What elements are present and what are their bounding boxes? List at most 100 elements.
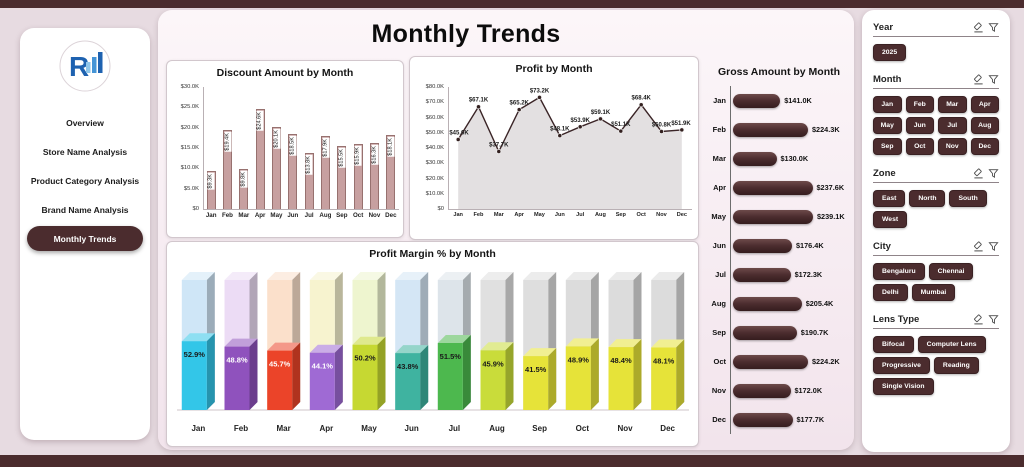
gross-bar[interactable] (733, 93, 781, 108)
x-axis-label: Aug (595, 212, 606, 218)
discount-bar[interactable]: $9.8K (239, 169, 249, 209)
slicer-option-jan[interactable]: Jan (873, 96, 902, 113)
gross-bar[interactable] (733, 267, 791, 282)
margin-bar[interactable] (309, 344, 343, 410)
sidebar-item-overview[interactable]: Overview (66, 117, 104, 128)
slicer-option-oct[interactable]: Oct (905, 138, 934, 155)
profit-point[interactable] (557, 133, 563, 139)
filter-icon[interactable] (988, 74, 999, 85)
gross-bar[interactable] (733, 180, 813, 195)
filter-icon[interactable] (988, 22, 999, 33)
y-axis-label: $30.0K (425, 160, 444, 167)
sidebar-item-store-name-analysis[interactable]: Store Name Analysis (42, 146, 128, 157)
gross-bar[interactable] (733, 209, 813, 224)
discount-bar[interactable]: $18.1K (386, 135, 396, 209)
gross-bar[interactable] (733, 325, 797, 340)
margin-bar[interactable] (565, 338, 599, 410)
clear-selections-icon[interactable] (973, 168, 984, 179)
gross-month-label: Apr (713, 183, 726, 192)
slicer-option-aug[interactable]: Aug (970, 117, 999, 134)
discount-bar[interactable]: $19.4K (223, 130, 232, 209)
profit-point[interactable] (476, 104, 481, 110)
slicer-option-jun[interactable]: Jun (905, 117, 934, 134)
slicer-option-progressive[interactable]: Progressive (873, 357, 930, 374)
slicer-option-bifocal[interactable]: Bifocal (873, 336, 914, 353)
gross-bar[interactable] (733, 122, 808, 137)
discount-bar[interactable]: $15.5K (337, 146, 347, 209)
discount-bar[interactable]: $16.3K (370, 142, 379, 209)
gross-bar[interactable] (733, 383, 791, 398)
gross-bar[interactable] (733, 238, 792, 253)
margin-bar[interactable] (523, 348, 557, 410)
discount-bar[interactable]: $15.9K (353, 144, 363, 209)
profit-point[interactable] (455, 137, 461, 142)
margin-bar[interactable] (480, 342, 514, 410)
margin-bar[interactable] (651, 339, 685, 411)
sidebar-nav: Overview Store Name Analysis Product Categ… (20, 108, 150, 251)
profit-point[interactable] (577, 124, 583, 130)
gross-row: Nov $172.0K (706, 376, 852, 405)
discount-bar[interactable]: $20.1K (272, 127, 281, 209)
slicer-option-north[interactable]: North (909, 190, 946, 207)
slicer-option-feb[interactable]: Feb (905, 96, 934, 113)
profit-point[interactable] (516, 107, 522, 113)
sidebar-item-monthly-trends[interactable]: Monthly Trends (27, 226, 143, 251)
clear-selections-icon[interactable] (973, 74, 984, 85)
slicer-title-month: Month (873, 74, 902, 85)
discount-bar[interactable]: $17.9K (321, 136, 330, 209)
slicer-option-south[interactable]: South (949, 190, 987, 207)
filter-icon[interactable] (988, 314, 999, 325)
slicer-option-mumbai[interactable]: Mumbai (911, 284, 956, 301)
profit-point[interactable] (496, 149, 502, 154)
discount-bar[interactable]: $9.3K (206, 171, 216, 209)
margin-bar[interactable] (608, 339, 642, 410)
slicer-option-nov[interactable]: Nov (938, 138, 967, 155)
slicer-option-computer-lens[interactable]: Computer Lens (917, 336, 986, 353)
slicer-option-mar[interactable]: Mar (938, 96, 967, 113)
profit-point[interactable] (618, 128, 624, 134)
slicer-option-2025[interactable]: 2025 (873, 44, 907, 61)
discount-bar[interactable]: $13.8K (304, 152, 314, 209)
x-axis-label: Mar (493, 212, 504, 218)
discount-bar[interactable]: $24.6K (255, 109, 265, 209)
sidebar-item-brand-name-analysis[interactable]: Brand Name Analysis (41, 204, 129, 215)
gross-bar[interactable] (733, 296, 802, 311)
margin-bar[interactable] (395, 345, 429, 410)
gross-month-label: Nov (711, 386, 726, 395)
slicer-option-west[interactable]: West (873, 211, 908, 228)
clear-selections-icon[interactable] (973, 314, 984, 325)
profit-point[interactable] (659, 129, 664, 134)
margin-bar[interactable] (181, 333, 215, 410)
profit-value-label: $45.6K (449, 131, 469, 137)
margin-bar[interactable] (224, 338, 258, 410)
gross-bar[interactable] (733, 151, 777, 166)
discount-bar[interactable]: $18.5K (288, 133, 298, 209)
gross-bar[interactable] (733, 412, 793, 427)
slicer-option-chennai[interactable]: Chennai (928, 263, 974, 280)
gross-value-label: $177.7K (796, 415, 825, 424)
clear-selections-icon[interactable] (973, 241, 984, 252)
filter-icon[interactable] (988, 168, 999, 179)
profit-point[interactable] (537, 94, 542, 100)
slicer-option-may[interactable]: May (873, 117, 902, 134)
slicer-option-jul[interactable]: Jul (938, 117, 967, 134)
profit-value-label: $37.7K (489, 143, 509, 149)
profit-point[interactable] (638, 102, 644, 108)
slicer-option-single-vision[interactable]: Single Vision (873, 378, 934, 395)
margin-bar[interactable] (352, 336, 386, 410)
slicer-option-bengaluru[interactable]: Bengaluru (873, 263, 925, 280)
margin-bar[interactable] (437, 335, 471, 410)
slicer-option-reading[interactable]: Reading (933, 357, 979, 374)
slicer-option-sep[interactable]: Sep (873, 138, 902, 155)
slicer-option-dec[interactable]: Dec (970, 138, 999, 155)
filter-icon[interactable] (988, 241, 999, 252)
slicer-option-east[interactable]: East (873, 190, 906, 207)
slicer-option-apr[interactable]: Apr (970, 96, 999, 113)
profit-point[interactable] (598, 116, 603, 122)
sidebar-item-product-category-analysis[interactable]: Product Category Analysis (30, 175, 140, 186)
gross-bar[interactable] (733, 354, 808, 369)
clear-selections-icon[interactable] (973, 22, 984, 33)
margin-bar[interactable] (267, 342, 301, 410)
slicer-option-delhi[interactable]: Delhi (873, 284, 908, 301)
profit-point[interactable] (679, 127, 685, 133)
